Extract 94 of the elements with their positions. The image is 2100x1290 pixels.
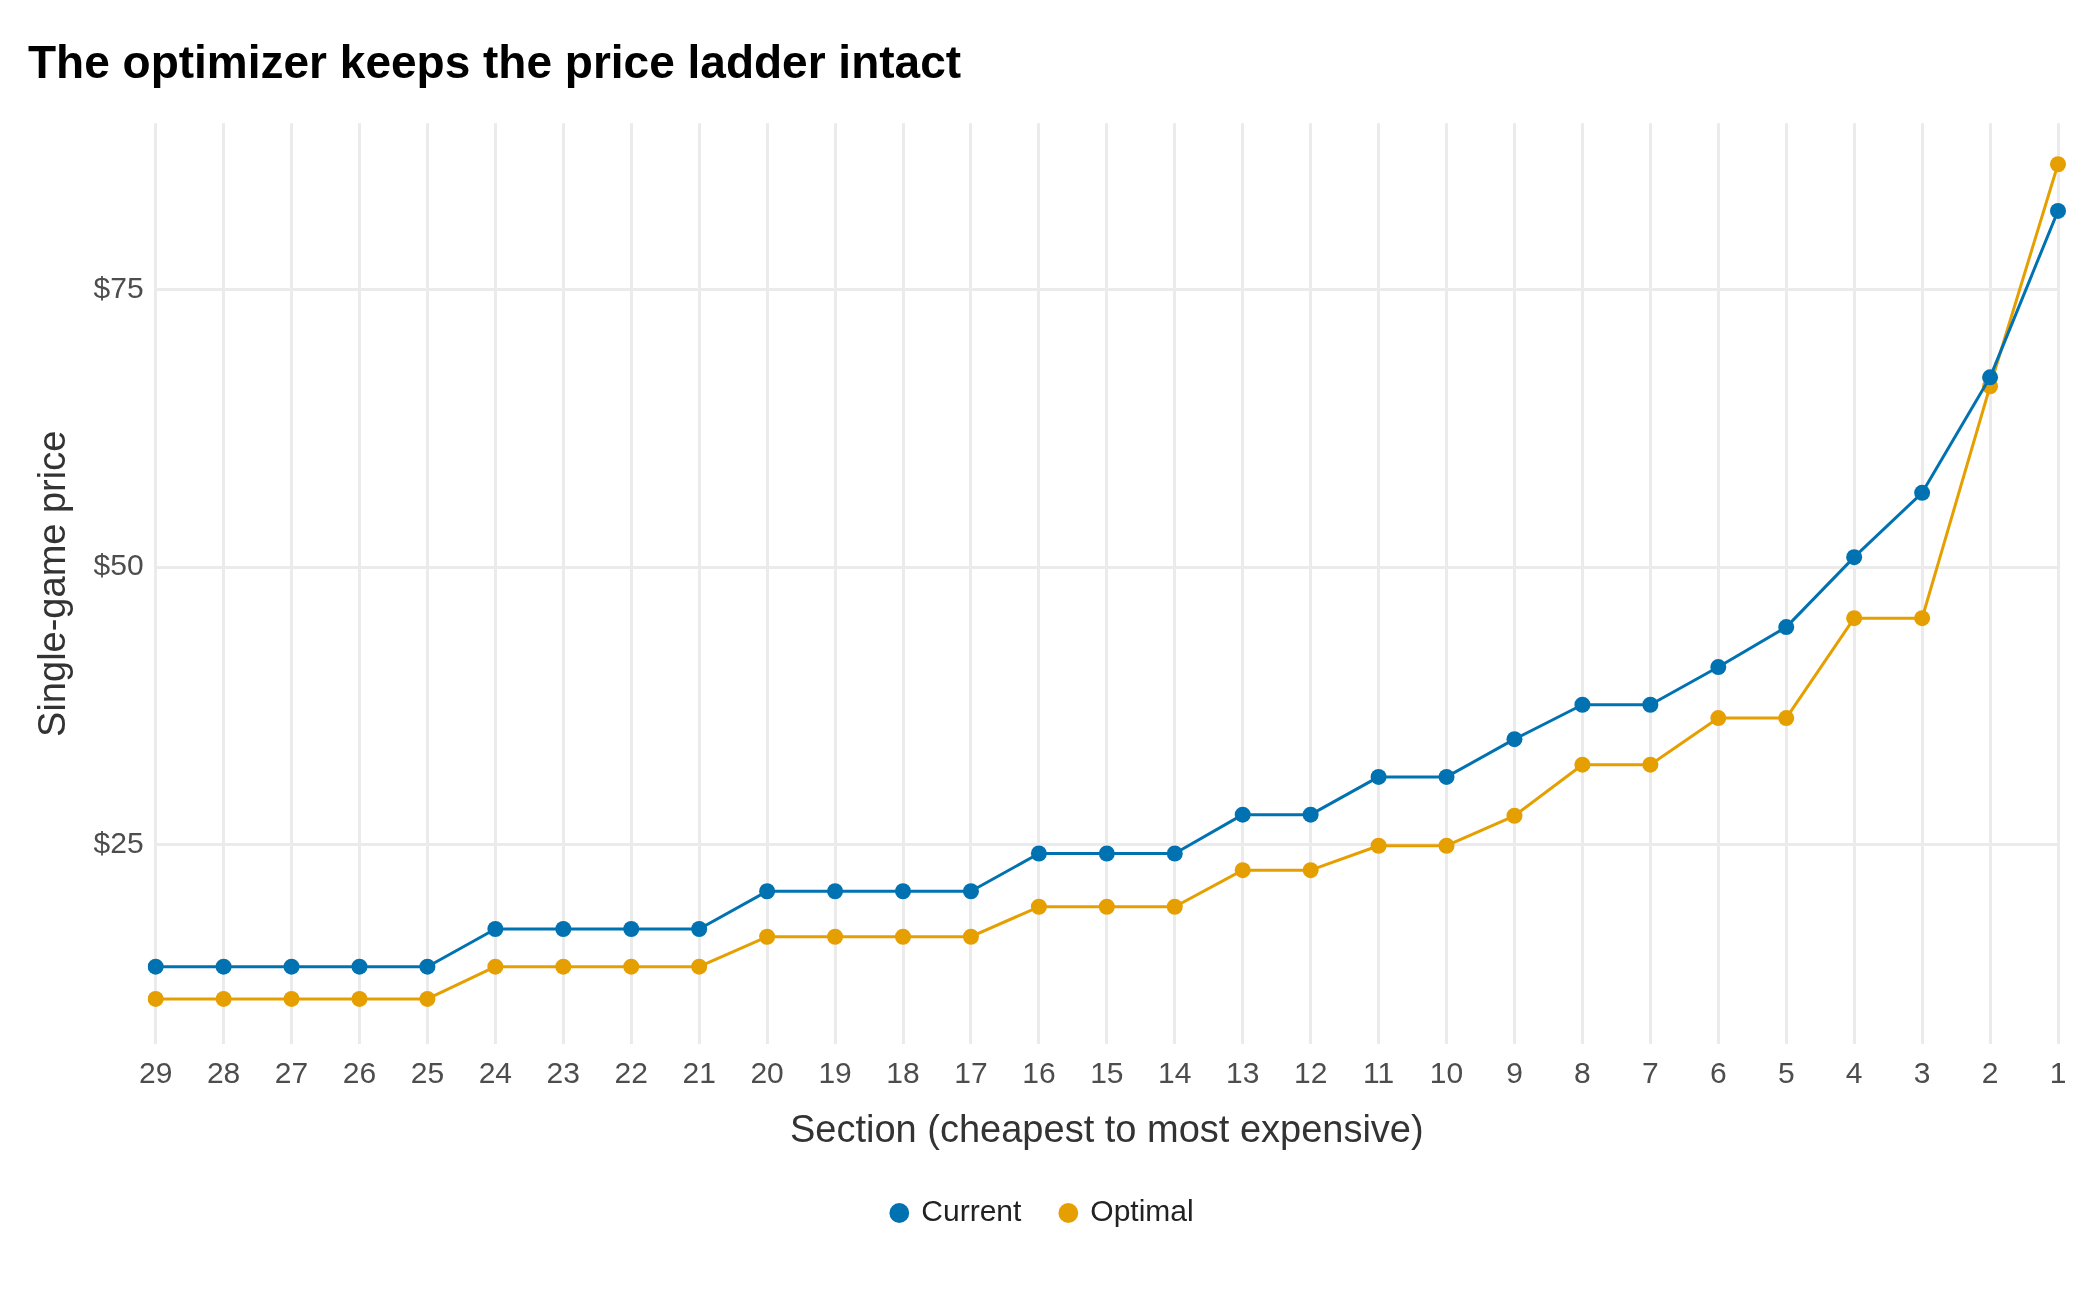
y-tick-label: $75 xyxy=(93,270,144,304)
x-tick-label: 24 xyxy=(478,1055,513,1089)
x-tick-label: 26 xyxy=(342,1055,377,1089)
point xyxy=(827,928,844,945)
point xyxy=(2050,202,2066,219)
point xyxy=(147,958,164,975)
point xyxy=(759,928,776,945)
x-tick-label: 4 xyxy=(1845,1055,1863,1089)
x-tick-label: 5 xyxy=(1777,1055,1795,1089)
point xyxy=(1302,862,1319,879)
x-tick-label: 15 xyxy=(1090,1055,1124,1089)
x-tick-label: 6 xyxy=(1709,1055,1727,1089)
point xyxy=(1778,710,1795,727)
point xyxy=(1710,659,1727,676)
x-tick-label: 16 xyxy=(1022,1055,1056,1089)
point xyxy=(215,958,232,975)
legend-label: Current xyxy=(921,1194,1022,1228)
point xyxy=(1438,837,1455,854)
point xyxy=(1030,898,1047,915)
x-tick-label: 10 xyxy=(1429,1055,1464,1089)
x-tick-label: 3 xyxy=(1913,1055,1931,1089)
point xyxy=(283,958,300,975)
point xyxy=(759,883,776,900)
point xyxy=(1166,898,1183,915)
point xyxy=(555,920,572,937)
x-tick-label: 21 xyxy=(682,1055,716,1089)
x-tick-label: 20 xyxy=(750,1055,784,1089)
point xyxy=(1914,484,1931,501)
point xyxy=(419,990,436,1007)
point xyxy=(1642,696,1659,713)
point xyxy=(1506,807,1523,824)
point xyxy=(487,920,504,937)
y-tick-label: $50 xyxy=(93,548,144,582)
x-tick-label: 18 xyxy=(886,1055,920,1089)
point xyxy=(1370,837,1387,854)
point xyxy=(1982,369,1999,386)
x-tick-label: 11 xyxy=(1363,1055,1395,1089)
x-tick-label: 14 xyxy=(1158,1055,1192,1089)
point xyxy=(1166,845,1183,862)
point xyxy=(1846,549,1863,566)
x-tick-label: 22 xyxy=(614,1055,648,1089)
chart-title: The optimizer keeps the price ladder intact xyxy=(28,36,962,89)
y-axis-title: Single-game price xyxy=(31,430,74,737)
point xyxy=(1710,710,1727,727)
x-tick-label: 12 xyxy=(1293,1055,1328,1089)
point xyxy=(351,990,368,1007)
x-axis-title: Section (cheapest to most expensive) xyxy=(789,1107,1424,1150)
point xyxy=(895,928,911,945)
point xyxy=(419,958,436,975)
point xyxy=(827,883,844,900)
point xyxy=(1506,731,1523,748)
point xyxy=(555,958,572,975)
point xyxy=(895,883,911,900)
point xyxy=(215,990,232,1007)
x-tick-label: 29 xyxy=(138,1055,173,1089)
point xyxy=(1234,862,1251,879)
point xyxy=(1098,845,1115,862)
point xyxy=(1574,756,1591,773)
point xyxy=(1438,768,1455,785)
point xyxy=(2050,156,2066,173)
point xyxy=(962,883,979,900)
x-tick-label: 19 xyxy=(818,1055,852,1089)
point xyxy=(691,920,708,937)
point xyxy=(1234,806,1251,823)
point xyxy=(1370,768,1387,785)
x-tick-label: 23 xyxy=(546,1055,580,1089)
point xyxy=(1030,845,1047,862)
x-tick-label: 9 xyxy=(1506,1055,1523,1089)
x-tick-label: 25 xyxy=(410,1055,445,1089)
point xyxy=(1778,619,1795,636)
point xyxy=(962,928,979,945)
x-tick-label: 2 xyxy=(1981,1055,1999,1089)
point xyxy=(147,990,164,1007)
legend-label: Optimal xyxy=(1090,1194,1194,1228)
point xyxy=(1846,610,1863,627)
y-tick-label: $25 xyxy=(93,825,144,859)
x-tick-label: 8 xyxy=(1574,1055,1591,1089)
point xyxy=(1914,610,1931,627)
point xyxy=(351,958,368,975)
point xyxy=(1574,696,1591,713)
point xyxy=(1642,756,1659,773)
x-tick-label: 27 xyxy=(274,1055,309,1089)
point xyxy=(1302,806,1319,823)
point xyxy=(1098,898,1115,915)
point xyxy=(691,958,708,975)
point xyxy=(283,990,300,1007)
x-tick-label: 17 xyxy=(954,1055,988,1089)
x-tick-label: 7 xyxy=(1642,1055,1659,1089)
x-tick-label: 1 xyxy=(2049,1055,2067,1089)
point xyxy=(487,958,504,975)
x-tick-label: 13 xyxy=(1226,1055,1260,1089)
point xyxy=(623,958,640,975)
point xyxy=(623,920,640,937)
x-tick-label: 28 xyxy=(206,1055,241,1089)
